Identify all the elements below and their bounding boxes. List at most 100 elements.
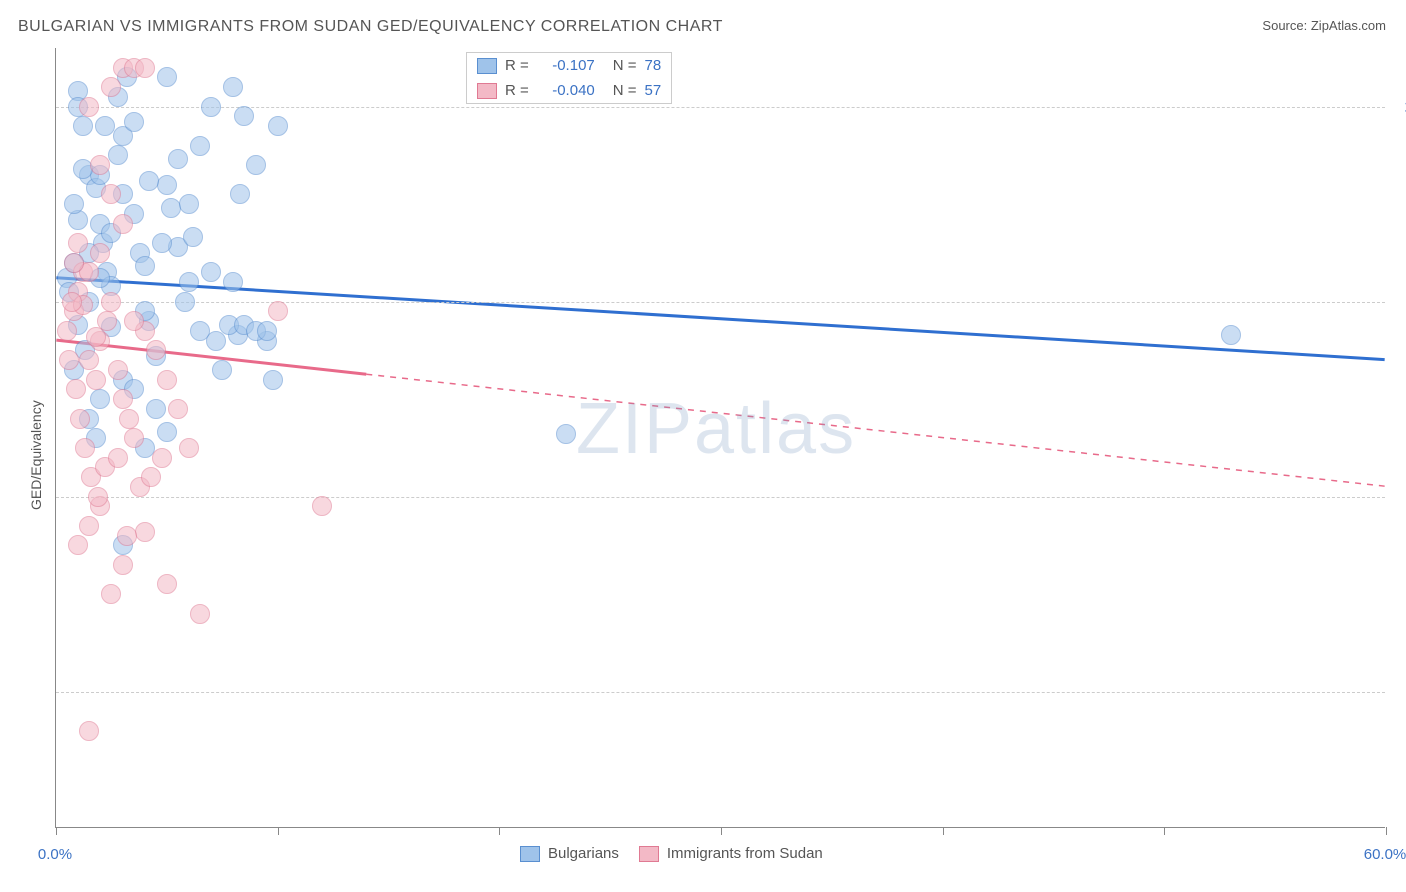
scatter-point-sudan — [88, 487, 108, 507]
scatter-point-sudan — [141, 467, 161, 487]
scatter-point-sudan — [117, 526, 137, 546]
regression-line-dashed-sudan — [366, 374, 1384, 486]
scatter-point-bulgarians — [95, 116, 115, 136]
scatter-point-sudan — [62, 292, 82, 312]
gridline-h — [56, 302, 1385, 303]
scatter-point-bulgarians — [175, 292, 195, 312]
scatter-point-bulgarians — [146, 399, 166, 419]
stats-legend: R =-0.107N =78R =-0.040N =57 — [466, 52, 672, 104]
scatter-point-bulgarians — [257, 321, 277, 341]
chart-title: BULGARIAN VS IMMIGRANTS FROM SUDAN GED/E… — [18, 18, 723, 36]
swatch-icon — [477, 83, 497, 99]
x-tick-label: 0.0% — [38, 846, 72, 863]
y-tick-label: 70.0% — [1395, 683, 1406, 700]
scatter-point-sudan — [113, 214, 133, 234]
source-name: ZipAtlas.com — [1311, 18, 1386, 33]
scatter-point-bulgarians — [152, 233, 172, 253]
scatter-point-bulgarians — [268, 116, 288, 136]
swatch-icon — [520, 846, 540, 862]
stats-row-bulgarians: R =-0.107N =78 — [467, 53, 671, 78]
x-tick — [721, 827, 722, 835]
watermark-bold: ZIP — [576, 389, 694, 469]
x-tick — [278, 827, 279, 835]
scatter-point-bulgarians — [73, 116, 93, 136]
scatter-point-bulgarians — [124, 112, 144, 132]
legend-label: Bulgarians — [548, 845, 619, 862]
regression-line-bulgarians — [56, 278, 1384, 360]
scatter-point-bulgarians — [179, 194, 199, 214]
source-credit: Source: ZipAtlas.com — [1262, 18, 1386, 33]
scatter-point-sudan — [168, 399, 188, 419]
scatter-point-sudan — [86, 327, 106, 347]
scatter-point-sudan — [57, 321, 77, 341]
scatter-point-bulgarians — [135, 256, 155, 276]
source-prefix: Source: — [1262, 18, 1307, 33]
scatter-point-sudan — [146, 340, 166, 360]
scatter-point-bulgarians — [234, 106, 254, 126]
scatter-point-bulgarians — [223, 77, 243, 97]
x-tick-label: 60.0% — [1364, 846, 1406, 863]
scatter-point-bulgarians — [263, 370, 283, 390]
scatter-point-bulgarians — [108, 145, 128, 165]
scatter-point-bulgarians — [246, 155, 266, 175]
scatter-point-sudan — [101, 584, 121, 604]
scatter-point-sudan — [190, 604, 210, 624]
x-tick — [499, 827, 500, 835]
scatter-point-sudan — [90, 243, 110, 263]
scatter-point-bulgarians — [179, 272, 199, 292]
chart-container: BULGARIAN VS IMMIGRANTS FROM SUDAN GED/E… — [0, 0, 1406, 892]
scatter-point-sudan — [135, 522, 155, 542]
scatter-point-sudan — [70, 409, 90, 429]
scatter-point-bulgarians — [157, 422, 177, 442]
swatch-icon — [477, 58, 497, 74]
scatter-point-sudan — [101, 184, 121, 204]
scatter-point-sudan — [113, 555, 133, 575]
r-value: -0.040 — [537, 82, 595, 99]
scatter-point-bulgarians — [139, 171, 159, 191]
scatter-point-bulgarians — [157, 67, 177, 87]
scatter-point-sudan — [152, 448, 172, 468]
scatter-point-sudan — [68, 535, 88, 555]
gridline-h — [56, 107, 1385, 108]
scatter-point-bulgarians — [556, 424, 576, 444]
r-label: R = — [505, 57, 529, 74]
scatter-point-bulgarians — [190, 136, 210, 156]
scatter-point-sudan — [64, 253, 84, 273]
watermark-thin: atlas — [694, 389, 856, 469]
scatter-point-sudan — [135, 58, 155, 78]
scatter-point-sudan — [119, 409, 139, 429]
scatter-point-bulgarians — [223, 272, 243, 292]
plot-area: ZIPatlas R =-0.107N =78R =-0.040N =57 70… — [55, 48, 1385, 828]
scatter-point-sudan — [86, 370, 106, 390]
scatter-point-sudan — [79, 350, 99, 370]
scatter-point-sudan — [101, 292, 121, 312]
scatter-point-sudan — [268, 301, 288, 321]
x-tick — [943, 827, 944, 835]
y-tick-label: 80.0% — [1395, 488, 1406, 505]
scatter-point-sudan — [312, 496, 332, 516]
scatter-point-sudan — [108, 448, 128, 468]
y-tick-label: 100.0% — [1395, 98, 1406, 115]
swatch-icon — [639, 846, 659, 862]
scatter-point-sudan — [157, 370, 177, 390]
scatter-point-bulgarians — [230, 184, 250, 204]
scatter-point-sudan — [157, 574, 177, 594]
legend-item-bulgarians: Bulgarians — [520, 845, 619, 862]
scatter-point-bulgarians — [190, 321, 210, 341]
n-label: N = — [613, 82, 637, 99]
gridline-h — [56, 692, 1385, 693]
scatter-point-sudan — [108, 360, 128, 380]
gridline-h — [56, 497, 1385, 498]
scatter-point-sudan — [124, 428, 144, 448]
watermark: ZIPatlas — [576, 388, 856, 470]
x-tick — [1386, 827, 1387, 835]
scatter-point-sudan — [75, 438, 95, 458]
scatter-point-sudan — [79, 97, 99, 117]
scatter-point-bulgarians — [157, 175, 177, 195]
scatter-point-sudan — [179, 438, 199, 458]
x-tick — [1164, 827, 1165, 835]
scatter-point-sudan — [79, 721, 99, 741]
scatter-point-sudan — [90, 155, 110, 175]
scatter-point-sudan — [113, 389, 133, 409]
scatter-point-sudan — [59, 350, 79, 370]
